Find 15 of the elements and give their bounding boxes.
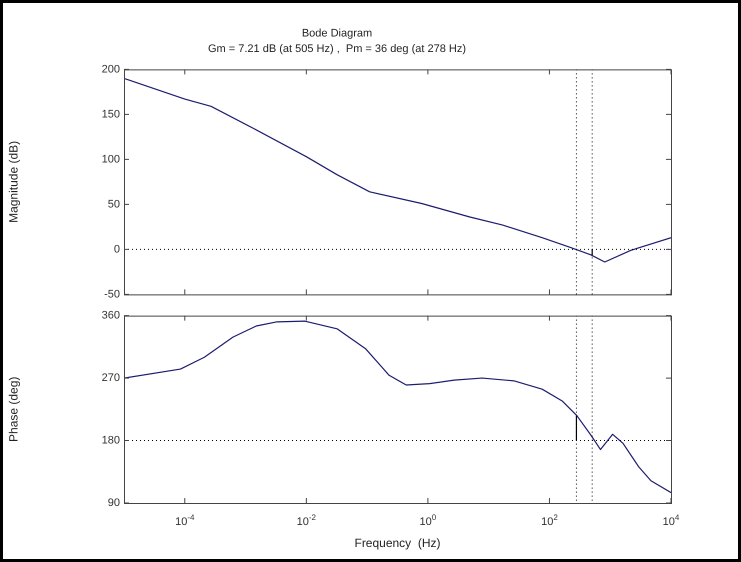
y-tick-label: 360 — [102, 310, 120, 322]
y-axis-title: Magnitude (dB) — [6, 140, 21, 223]
y-tick-label: 180 — [102, 434, 120, 447]
y-tick-label: 200 — [102, 63, 120, 76]
chart-subtitle: Gm = 7.21 dB (at 505 Hz) , Pm = 36 deg (at 278 Hz) — [208, 42, 466, 55]
y-tick-label: -50 — [104, 288, 120, 300]
y-tick-label: 270 — [102, 372, 120, 384]
y-tick-label: 0 — [114, 243, 120, 256]
y-tick-label: 150 — [102, 108, 120, 120]
y-axis-title: Phase (deg) — [6, 376, 21, 442]
y-tick-label: 90 — [108, 497, 120, 510]
x-axis-title: Frequency (Hz) — [354, 536, 441, 550]
chart-title: Bode Diagram — [302, 28, 372, 40]
y-tick-label: 50 — [108, 198, 120, 210]
y-tick-label: 100 — [102, 153, 120, 166]
